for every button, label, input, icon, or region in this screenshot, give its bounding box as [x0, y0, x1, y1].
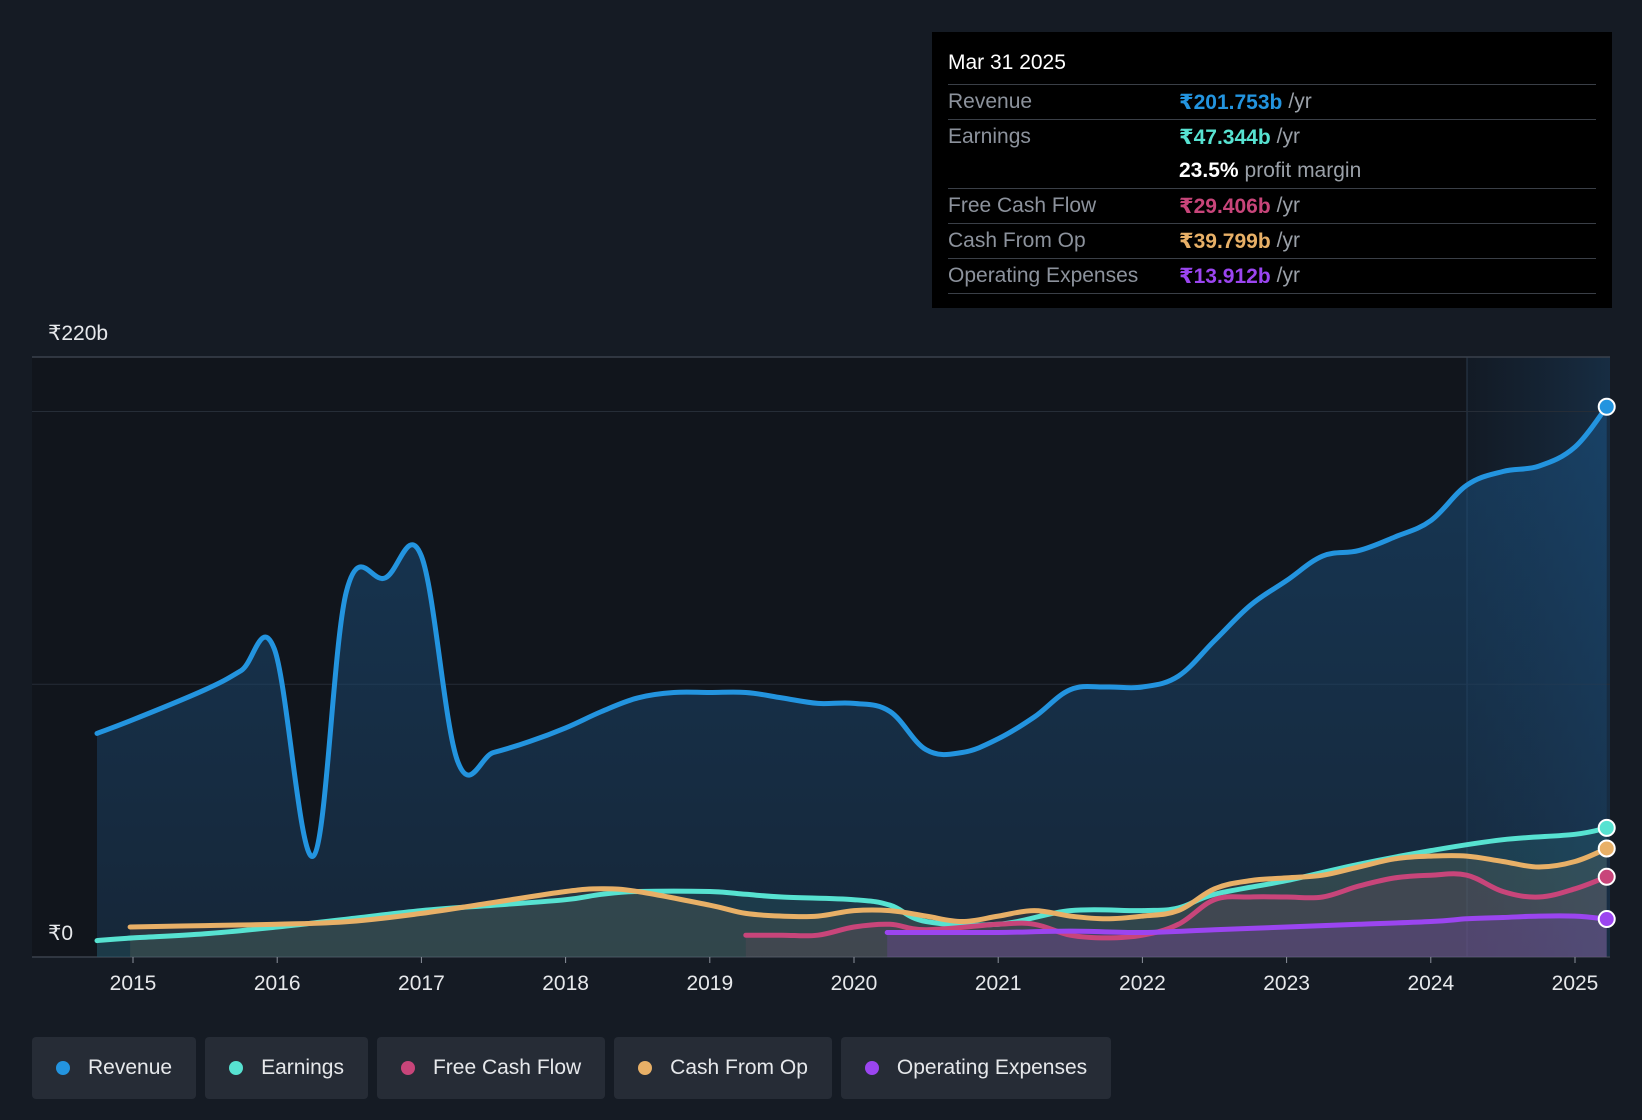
tooltip-value: ₹13.912b [1179, 264, 1271, 288]
legend-item-revenue[interactable]: Revenue [32, 1037, 197, 1099]
tooltip-row-operating-expenses: Operating Expenses ₹13.912b /yr [948, 258, 1596, 294]
x-tick-label: 2015 [110, 972, 157, 995]
legend-label: Revenue [88, 1056, 173, 1079]
y-axis-bottom-label: ₹0 [48, 922, 73, 945]
tooltip-unit: /yr [1276, 229, 1300, 252]
legend-label: Earnings [261, 1056, 344, 1079]
tooltip-label: Cash From Op [948, 229, 1086, 252]
operating-expenses-line [884, 913, 1610, 936]
x-tick-label: 2017 [398, 972, 445, 995]
y-axis-top-label: ₹220b [48, 322, 108, 345]
tooltip-unit: profit margin [1244, 159, 1362, 182]
tooltip-value: ₹201.753b [1179, 90, 1283, 114]
data-tooltip: Mar 31 2025 Revenue ₹201.753b /yr Earnin… [932, 32, 1612, 308]
tooltip-row-free-cash-flow: Free Cash Flow ₹29.406b /yr [948, 188, 1596, 223]
legend-dot-icon [400, 1061, 415, 1075]
legend-label: Free Cash Flow [432, 1056, 582, 1079]
x-tick-label: 2021 [975, 972, 1022, 995]
legend-item-free-cash-flow[interactable]: Free Cash Flow [376, 1037, 606, 1099]
tooltip-row-revenue: Revenue ₹201.753b /yr [948, 84, 1596, 119]
tooltip-unit: /yr [1288, 90, 1312, 113]
operating-expenses-area [887, 915, 1607, 957]
revenue-line [94, 404, 1610, 859]
tooltip-row-profit-margin: 23.5% profit margin [948, 154, 1596, 188]
legend-item-earnings[interactable]: Earnings [205, 1037, 368, 1099]
tooltip-value: ₹39.799b [1179, 229, 1271, 253]
cash-from-op-line [127, 846, 1610, 930]
tooltip-row-earnings: Earnings ₹47.344b /yr [948, 119, 1596, 154]
legend-dot-icon [56, 1061, 70, 1075]
legend-label: Operating Expenses [896, 1056, 1088, 1079]
tooltip-unit: /yr [1276, 264, 1300, 287]
tooltip-label: Operating Expenses [948, 264, 1139, 287]
tooltip-row-cash-from-op: Cash From Op ₹39.799b /yr [948, 223, 1596, 258]
cash-from-op-endpoint [1597, 839, 1616, 858]
tooltip-label: Earnings [948, 125, 1031, 148]
x-tick-label: 2023 [1263, 972, 1310, 995]
tooltip-label: Revenue [948, 90, 1033, 113]
revenue-endpoint [1597, 397, 1616, 416]
legend-item-cash-from-op[interactable]: Cash From Op [614, 1037, 832, 1099]
tooltip-label: Free Cash Flow [948, 194, 1097, 217]
earnings-area [97, 827, 1607, 957]
legend-dot-icon [638, 1061, 653, 1075]
tooltip-value: ₹29.406b [1179, 194, 1271, 218]
x-tick-label: 2025 [1552, 972, 1599, 995]
x-tick-label: 2019 [686, 972, 733, 995]
legend-dot-icon [229, 1061, 244, 1075]
tooltip-value: 23.5% [1179, 159, 1239, 182]
x-tick-label: 2022 [1119, 972, 1166, 995]
earnings-endpoint [1597, 818, 1616, 837]
free-cash-flow-line [743, 871, 1610, 941]
tooltip-unit: /yr [1276, 194, 1300, 217]
operating-expenses-endpoint [1597, 910, 1616, 929]
legend-dot-icon [864, 1061, 879, 1075]
legend-item-operating-expenses[interactable]: Operating Expenses [840, 1037, 1112, 1099]
tooltip-date: Mar 31 2025 [948, 51, 1066, 74]
free-cash-flow-endpoint [1597, 867, 1616, 886]
x-tick-label: 2018 [542, 972, 589, 995]
tooltip-unit: /yr [1276, 125, 1300, 148]
legend-label: Cash From Op [670, 1056, 808, 1079]
revenue-area [97, 406, 1607, 957]
x-tick-label: 2016 [254, 972, 301, 995]
free-cash-flow-area [745, 873, 1607, 957]
x-tick-label: 2020 [831, 972, 878, 995]
chart-legend: Revenue Earnings Free Cash Flow Cash Fro… [32, 1037, 1112, 1099]
tooltip-value: ₹47.344b [1179, 125, 1271, 149]
x-tick-label: 2024 [1407, 972, 1454, 995]
earnings-line [94, 825, 1610, 944]
